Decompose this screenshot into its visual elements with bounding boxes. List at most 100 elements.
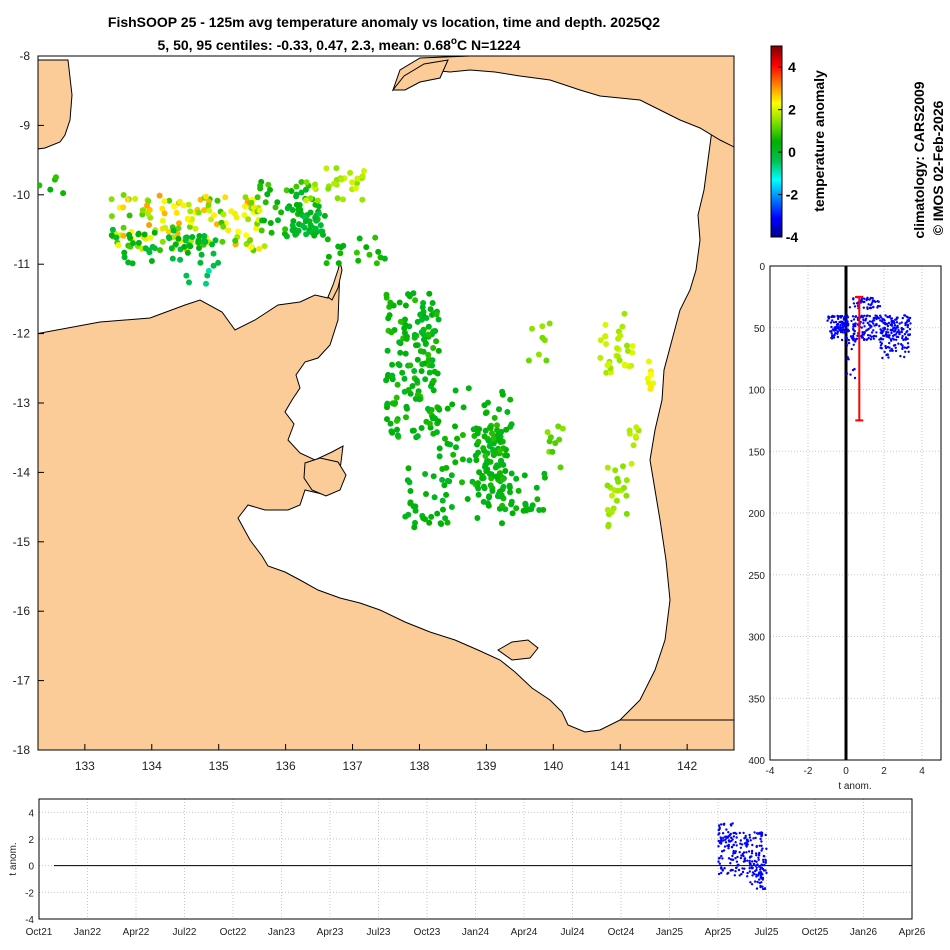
profile-point xyxy=(878,305,882,308)
map-point xyxy=(384,416,390,423)
profile-point xyxy=(893,324,897,327)
map-point xyxy=(425,323,432,330)
map-point xyxy=(480,445,487,452)
map-xtick-label: 134 xyxy=(142,759,162,773)
land-new-guinea xyxy=(391,56,734,148)
map-point xyxy=(426,290,433,297)
profile-point xyxy=(874,335,878,338)
profile-point xyxy=(833,315,836,318)
map-point xyxy=(521,472,528,479)
profile-point xyxy=(846,329,849,333)
map-point xyxy=(439,466,446,472)
map-point xyxy=(603,369,610,376)
map-point xyxy=(500,483,507,490)
map-point xyxy=(623,510,630,517)
timeseries-point xyxy=(754,864,757,867)
map-point xyxy=(485,502,492,509)
timeseries-point xyxy=(759,868,762,871)
map-point xyxy=(429,357,436,364)
timeseries-point xyxy=(758,878,761,881)
map-point xyxy=(243,232,250,239)
profile-ytick-label: 0 xyxy=(759,262,765,273)
map-point xyxy=(394,426,400,433)
profile-point xyxy=(869,306,873,310)
map-point xyxy=(535,351,542,358)
map-point xyxy=(130,240,136,247)
timeseries-axes-box xyxy=(38,798,913,920)
profile-point xyxy=(889,328,893,332)
profile-point xyxy=(836,317,840,321)
timeseries-point xyxy=(760,866,764,870)
map-point xyxy=(426,369,433,376)
timeseries-point xyxy=(726,872,729,875)
timeseries-point xyxy=(758,851,761,855)
profile-point xyxy=(853,376,857,380)
figure-title: FishSOOP 25 - 125m avg temperature anoma… xyxy=(108,14,660,30)
profile-point xyxy=(845,344,849,347)
timeseries-point xyxy=(762,858,765,861)
timeseries-point xyxy=(729,858,732,861)
map-point xyxy=(454,435,461,442)
map-point xyxy=(487,424,493,431)
timeseries-point xyxy=(738,831,741,835)
profile-point xyxy=(881,320,884,323)
map-point xyxy=(425,351,432,358)
map-point xyxy=(165,234,172,241)
map-point xyxy=(410,503,417,510)
map-point xyxy=(431,494,438,501)
profile-point xyxy=(879,344,883,347)
timeseries-point xyxy=(755,844,758,848)
map-point xyxy=(615,487,621,494)
map-point xyxy=(214,197,221,204)
timeseries-point xyxy=(746,875,749,878)
map-point xyxy=(151,245,158,252)
map-point xyxy=(274,199,281,206)
map-point xyxy=(529,502,536,509)
map-point xyxy=(176,198,183,205)
map-point xyxy=(173,209,180,216)
island-wessel xyxy=(327,261,343,301)
profile-point xyxy=(846,357,849,360)
map-point xyxy=(396,362,403,369)
timeseries-xtick-label: Jan24 xyxy=(462,927,490,938)
timeseries-point xyxy=(720,854,723,858)
map-point xyxy=(452,423,458,430)
map-point xyxy=(441,482,448,489)
profile-point xyxy=(890,339,893,342)
timeseries-point xyxy=(760,863,764,867)
profile-point xyxy=(854,315,857,318)
map-point xyxy=(258,227,265,234)
timeseries-point xyxy=(724,838,727,841)
timeseries-point xyxy=(750,867,754,870)
profile-point xyxy=(895,326,898,329)
map-point xyxy=(482,427,489,434)
profile-point xyxy=(868,320,872,323)
map-point xyxy=(439,497,446,504)
profile-point xyxy=(891,349,894,352)
profile-point xyxy=(837,326,840,329)
timeseries-point xyxy=(742,854,745,858)
timeseries-xtick-label: Oct23 xyxy=(414,927,441,938)
map-point xyxy=(433,311,440,318)
map-point xyxy=(60,190,67,197)
profile-point xyxy=(852,318,856,321)
map-point xyxy=(148,258,155,264)
map-ytick-label: -12 xyxy=(13,327,31,341)
profile-point xyxy=(907,319,910,323)
profile-point xyxy=(862,319,865,322)
map-point xyxy=(298,189,305,196)
map-point xyxy=(509,510,516,517)
timeseries-point xyxy=(717,824,721,827)
map-point xyxy=(186,223,193,230)
profile-point xyxy=(900,321,903,324)
map-point xyxy=(442,515,449,522)
timeseries-point xyxy=(757,856,760,859)
map-point xyxy=(203,280,209,287)
map-xtick-label: 139 xyxy=(476,759,496,773)
map-point xyxy=(353,249,360,256)
map-point xyxy=(508,501,515,508)
map-point xyxy=(476,469,483,476)
profile-point xyxy=(894,349,898,353)
profile-point xyxy=(877,317,881,320)
map-xtick-label: 137 xyxy=(343,759,363,773)
